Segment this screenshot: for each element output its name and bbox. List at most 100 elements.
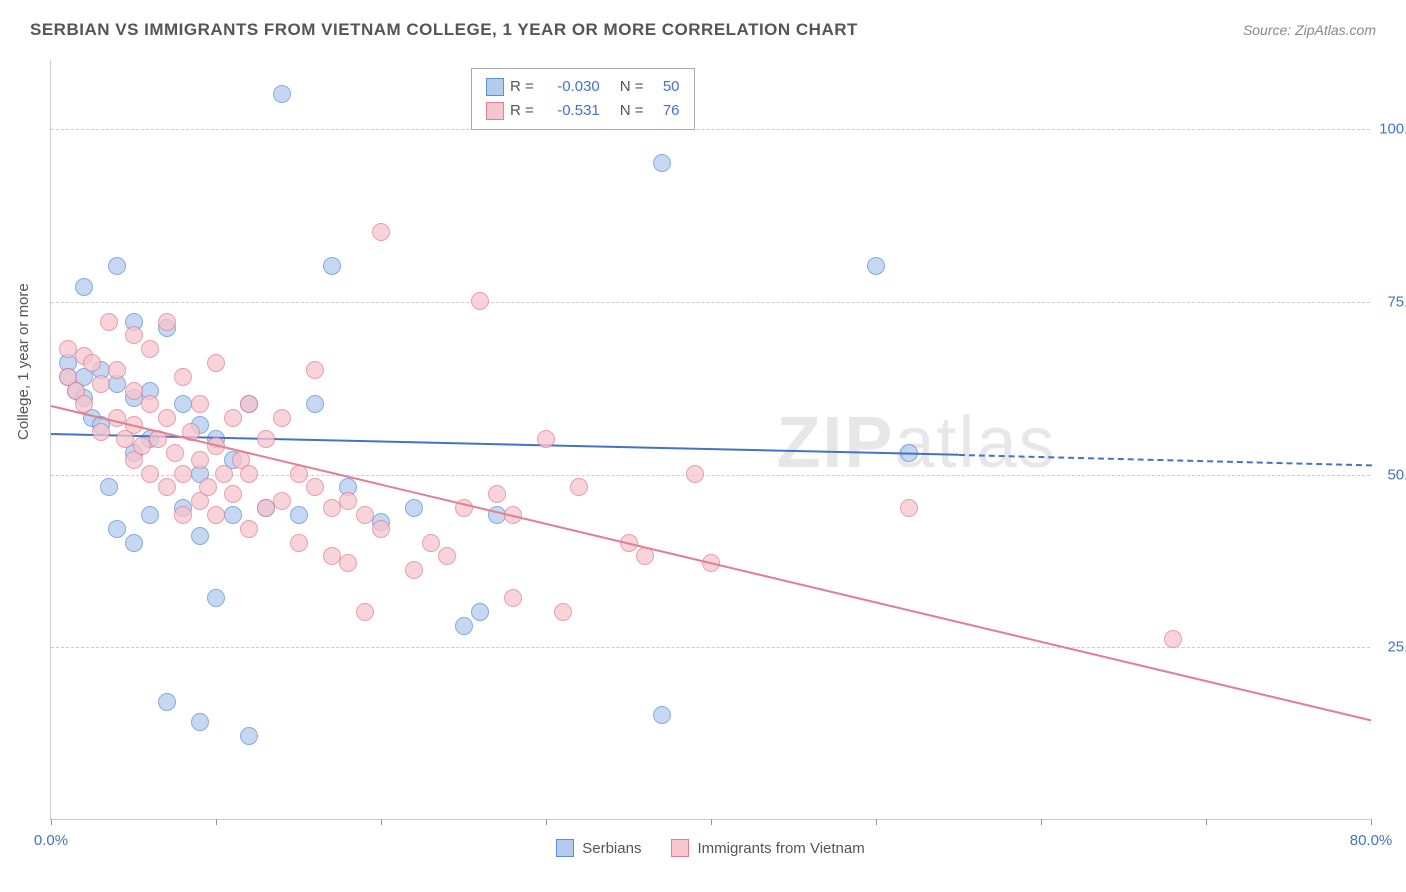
scatter-point: [108, 520, 126, 538]
scatter-point: [356, 506, 374, 524]
header: SERBIAN VS IMMIGRANTS FROM VIETNAM COLLE…: [0, 0, 1406, 50]
scatter-point: [471, 292, 489, 310]
legend-r-prefix: R =: [510, 99, 534, 123]
scatter-point: [290, 534, 308, 552]
watermark-atlas: atlas: [894, 403, 1056, 483]
chart-title: SERBIAN VS IMMIGRANTS FROM VIETNAM COLLE…: [30, 20, 858, 40]
scatter-point: [306, 395, 324, 413]
scatter-point: [290, 506, 308, 524]
scatter-point: [207, 354, 225, 372]
legend-correlation: R =-0.030N =50R =-0.531N =76: [471, 68, 695, 130]
scatter-point: [867, 257, 885, 275]
legend-swatch: [556, 839, 574, 857]
scatter-point: [141, 395, 159, 413]
scatter-point: [323, 257, 341, 275]
scatter-point: [191, 395, 209, 413]
scatter-point: [191, 527, 209, 545]
x-tick: [876, 819, 877, 825]
scatter-point: [75, 278, 93, 296]
legend-swatch: [671, 839, 689, 857]
scatter-point: [224, 485, 242, 503]
scatter-point: [59, 340, 77, 358]
scatter-point: [339, 492, 357, 510]
scatter-point: [356, 603, 374, 621]
scatter-point: [174, 506, 192, 524]
source-label: Source: ZipAtlas.com: [1243, 22, 1376, 38]
scatter-point: [900, 499, 918, 517]
scatter-point: [570, 478, 588, 496]
legend-n-value: 50: [650, 75, 680, 99]
scatter-point: [158, 693, 176, 711]
scatter-point: [125, 326, 143, 344]
scatter-point: [422, 534, 440, 552]
x-tick: [381, 819, 382, 825]
scatter-point: [100, 478, 118, 496]
scatter-point: [257, 499, 275, 517]
scatter-point: [83, 354, 101, 372]
scatter-point: [455, 617, 473, 635]
scatter-point: [141, 506, 159, 524]
chart-plot-area: ZIPatlas 25.0%50.0%75.0%100.0%0.0%80.0%R…: [50, 60, 1370, 820]
legend-label: Serbians: [582, 840, 641, 857]
scatter-point: [273, 409, 291, 427]
scatter-point: [100, 313, 118, 331]
scatter-point: [92, 423, 110, 441]
scatter-point: [224, 409, 242, 427]
scatter-point: [405, 499, 423, 517]
scatter-point: [125, 534, 143, 552]
x-tick: [546, 819, 547, 825]
scatter-point: [141, 340, 159, 358]
scatter-point: [141, 465, 159, 483]
scatter-point: [174, 368, 192, 386]
scatter-point: [504, 589, 522, 607]
scatter-point: [323, 547, 341, 565]
legend-item: Serbians: [556, 839, 641, 857]
x-tick: [216, 819, 217, 825]
scatter-point: [554, 603, 572, 621]
scatter-point: [191, 713, 209, 731]
scatter-point: [306, 361, 324, 379]
scatter-point: [240, 395, 258, 413]
scatter-point: [224, 506, 242, 524]
legend-item: Immigrants from Vietnam: [671, 839, 864, 857]
scatter-point: [108, 361, 126, 379]
scatter-point: [323, 499, 341, 517]
legend-swatch: [486, 78, 504, 96]
y-axis-label: College, 1 year or more: [15, 283, 32, 440]
x-tick: [711, 819, 712, 825]
scatter-point: [166, 444, 184, 462]
legend-r-prefix: R =: [510, 75, 534, 99]
watermark: ZIPatlas: [776, 402, 1056, 484]
scatter-point: [174, 465, 192, 483]
scatter-point: [438, 547, 456, 565]
scatter-point: [306, 478, 324, 496]
legend-series: Serbians Immigrants from Vietnam: [51, 839, 1370, 857]
gridline: [51, 129, 1370, 130]
scatter-point: [488, 485, 506, 503]
scatter-point: [240, 520, 258, 538]
y-tick-label: 25.0%: [1387, 639, 1406, 656]
scatter-point: [653, 706, 671, 724]
scatter-point: [108, 257, 126, 275]
scatter-point: [191, 451, 209, 469]
scatter-point: [240, 465, 258, 483]
scatter-point: [273, 85, 291, 103]
legend-n-value: 76: [650, 99, 680, 123]
scatter-point: [133, 437, 151, 455]
legend-n-prefix: N =: [620, 75, 644, 99]
scatter-point: [405, 561, 423, 579]
legend-swatch: [486, 102, 504, 120]
y-tick-label: 75.0%: [1387, 293, 1406, 310]
legend-n-prefix: N =: [620, 99, 644, 123]
scatter-point: [174, 395, 192, 413]
scatter-point: [1164, 630, 1182, 648]
legend-r-value: -0.030: [540, 75, 600, 99]
legend-label: Immigrants from Vietnam: [697, 840, 864, 857]
scatter-point: [372, 520, 390, 538]
scatter-point: [339, 554, 357, 572]
legend-row: R =-0.030 N =50: [486, 75, 680, 99]
scatter-point: [372, 223, 390, 241]
gridline: [51, 302, 1370, 303]
x-tick: [1041, 819, 1042, 825]
scatter-point: [158, 478, 176, 496]
